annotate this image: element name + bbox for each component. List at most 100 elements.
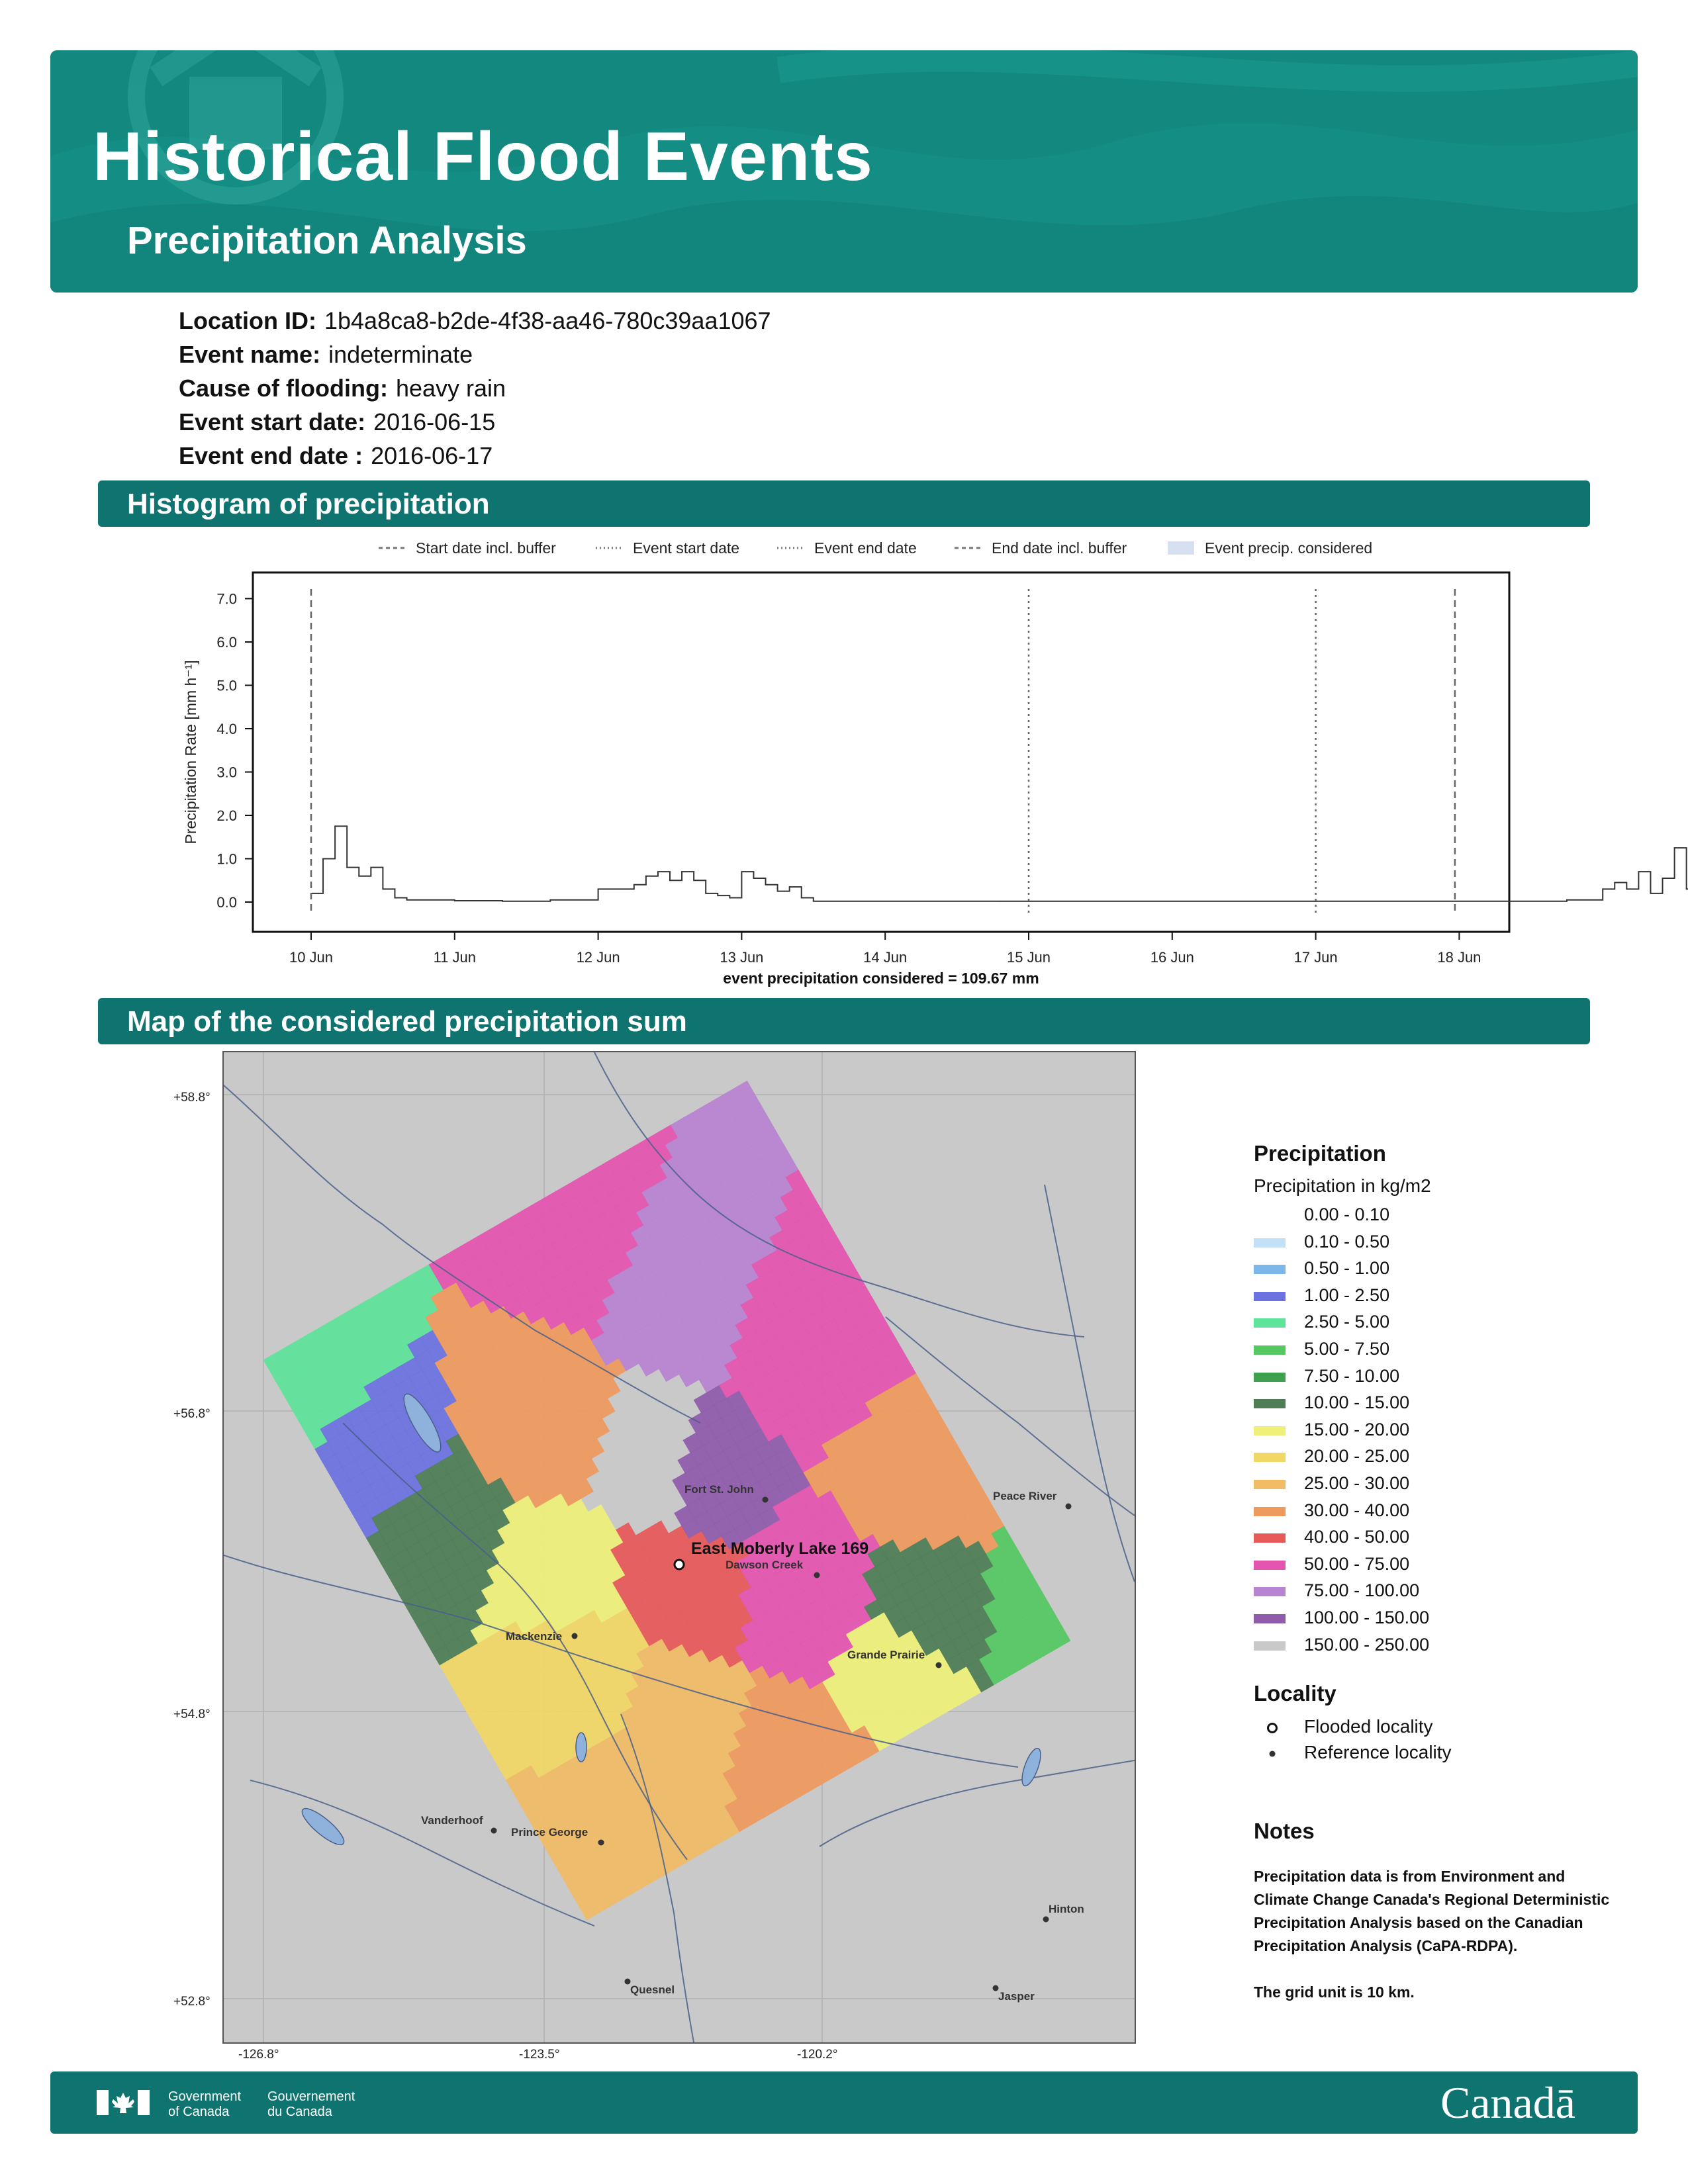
legend-swatch	[1254, 1291, 1286, 1301]
locality-label: Vanderhoof	[421, 1814, 483, 1827]
river-line	[224, 1555, 1019, 1768]
end-date-row: Event end date : 2016-06-17	[179, 442, 492, 470]
precip-grid	[263, 1080, 1071, 1921]
lon-label: -120.2°	[797, 2048, 838, 2062]
legend-item: 0.00 - 0.10	[1254, 1205, 1624, 1232]
precipitation-map[interactable]: Fort St. John Dawson Creek Peace River Mack…	[222, 1051, 1136, 2044]
legend-swatch	[1254, 1399, 1286, 1409]
lake-shape	[403, 1393, 442, 1453]
legend-item: 5.00 - 7.50	[1254, 1339, 1624, 1366]
legend-item: 0.50 - 1.00	[1254, 1258, 1624, 1285]
legend-label: 0.50 - 1.00	[1304, 1258, 1390, 1279]
legend-item: 40.00 - 50.00	[1254, 1527, 1624, 1554]
start-date-row: Event start date: 2016-06-15	[179, 408, 495, 436]
canada-wordmark: Canadā	[1440, 2077, 1575, 2128]
legend-item: 0.10 - 0.50	[1254, 1232, 1624, 1259]
legend-swatch	[1168, 541, 1194, 555]
legend-label: 0.00 - 0.10	[1304, 1205, 1390, 1224]
reference-locality-marker	[762, 1496, 769, 1503]
x-tick-label: 15 Jun	[1007, 949, 1051, 966]
locality-label: Quesnel	[630, 1983, 675, 1996]
x-tick-label: 13 Jun	[720, 949, 763, 966]
reference-locality-label: Reference locality	[1304, 1742, 1452, 1762]
legend-swatch	[1254, 1372, 1286, 1382]
event-name-row: Event name: indeterminate	[179, 341, 473, 369]
x-tick-label: 14 Jun	[863, 949, 907, 966]
locality-label: Jasper	[998, 1990, 1035, 2003]
reference-locality-marker	[814, 1572, 820, 1578]
house-logo-icon	[128, 50, 344, 205]
lat-label: +56.8°	[173, 1407, 211, 1421]
legend-swatch	[1254, 1614, 1286, 1623]
x-tick-label: 12 Jun	[577, 949, 620, 966]
river-line	[1044, 1184, 1135, 1582]
y-axis-label: Precipitation Rate [mm h⁻¹]	[182, 660, 199, 844]
legend-item: 75.00 - 100.00	[1254, 1580, 1624, 1608]
legend-label: Event start date	[633, 539, 739, 557]
flooded-locality-marker	[673, 1559, 685, 1570]
cause-label: Cause of flooding:	[179, 375, 388, 402]
x-tick-label: 10 Jun	[289, 949, 333, 966]
lake-shape	[575, 1732, 587, 1762]
lon-label: -126.8°	[238, 2048, 279, 2062]
reference-marker-icon	[1269, 1751, 1276, 1757]
locality-label: Hinton	[1049, 1903, 1084, 1915]
legend-swatch	[1254, 1211, 1286, 1220]
locality-label: Grande Prairie	[847, 1649, 925, 1661]
reference-locality-marker	[1043, 1916, 1049, 1923]
reference-locality-marker	[1065, 1503, 1072, 1510]
legend-item: 2.50 - 5.00	[1254, 1312, 1624, 1339]
y-tick-label: 3.0	[216, 764, 237, 781]
legend-subtitle: Precipitation in kg/m2	[1254, 1175, 1431, 1196]
legend-item: 1.00 - 2.50	[1254, 1285, 1624, 1312]
legend-label: 20.00 - 25.00	[1304, 1446, 1410, 1467]
histogram-section-bar: Histogram of precipitation	[98, 480, 1590, 527]
legend-label: 100.00 - 150.00	[1304, 1607, 1430, 1627]
histogram-chart: Start date incl. buffer Event start date E…	[182, 539, 1688, 987]
gov-en-line2: of Canada	[168, 2105, 230, 2119]
river-line	[224, 1085, 701, 1424]
lat-label: +54.8°	[173, 1707, 211, 1721]
legend-label: 2.50 - 5.00	[1304, 1312, 1390, 1332]
legend-items: 0.00 - 0.10 0.10 - 0.50 0.50 - 1.00 1.00 - …	[1254, 1205, 1624, 1661]
locality-label: Peace River	[993, 1490, 1057, 1502]
legend-label: 10.00 - 15.00	[1304, 1392, 1410, 1413]
legend-swatch	[1254, 1318, 1286, 1328]
lake-shape	[1021, 1747, 1041, 1787]
y-tick-label: 4.0	[216, 721, 237, 737]
legend-item: 10.00 - 15.00	[1254, 1392, 1624, 1420]
legend-swatch	[1254, 1453, 1286, 1463]
legend-label: 40.00 - 50.00	[1304, 1527, 1410, 1547]
lake-shape	[301, 1807, 345, 1846]
x-tick-label: 18 Jun	[1437, 949, 1481, 966]
reference-locality-marker	[992, 1985, 999, 1991]
legend-label: 5.00 - 7.50	[1304, 1338, 1390, 1359]
legend-swatch	[1254, 1426, 1286, 1435]
legend-label: End date incl. buffer	[992, 539, 1127, 557]
legend-swatch	[1254, 1533, 1286, 1543]
legend-item: 15.00 - 20.00	[1254, 1420, 1624, 1447]
legend-label: 150.00 - 250.00	[1304, 1634, 1430, 1655]
river-line	[342, 1422, 688, 1860]
legend-swatch	[1254, 1479, 1286, 1489]
y-tick-label: 1.0	[216, 851, 237, 868]
gov-fr-line2: du Canada	[267, 2105, 332, 2119]
river-line	[620, 1713, 694, 2042]
government-of-canada-en[interactable]: Government of Canada	[168, 2089, 241, 2120]
legend-item: 7.50 - 10.00	[1254, 1366, 1624, 1393]
legend-label: 1.00 - 2.50	[1304, 1285, 1390, 1305]
end-date-label: Event end date :	[179, 442, 363, 469]
x-tick-label: 17 Jun	[1294, 949, 1338, 966]
canada-flag-icon	[97, 2090, 150, 2115]
x-tick-label: 11 Jun	[434, 949, 476, 966]
cause-row: Cause of flooding: heavy rain	[179, 375, 506, 402]
gov-en-line1: Government	[168, 2089, 242, 2104]
event-name-label: Event name:	[179, 341, 321, 368]
government-of-canada-fr[interactable]: Gouvernement du Canada	[267, 2089, 355, 2120]
locality-label: Fort St. John	[684, 1483, 754, 1496]
reference-locality-marker	[491, 1827, 497, 1834]
map-legend: Precipitation Precipitation in kg/m2 0.0…	[1254, 1141, 1624, 1661]
legend-swatch	[1254, 1238, 1286, 1248]
y-tick-label: 7.0	[216, 591, 237, 608]
event-name-value: indeterminate	[328, 341, 473, 368]
